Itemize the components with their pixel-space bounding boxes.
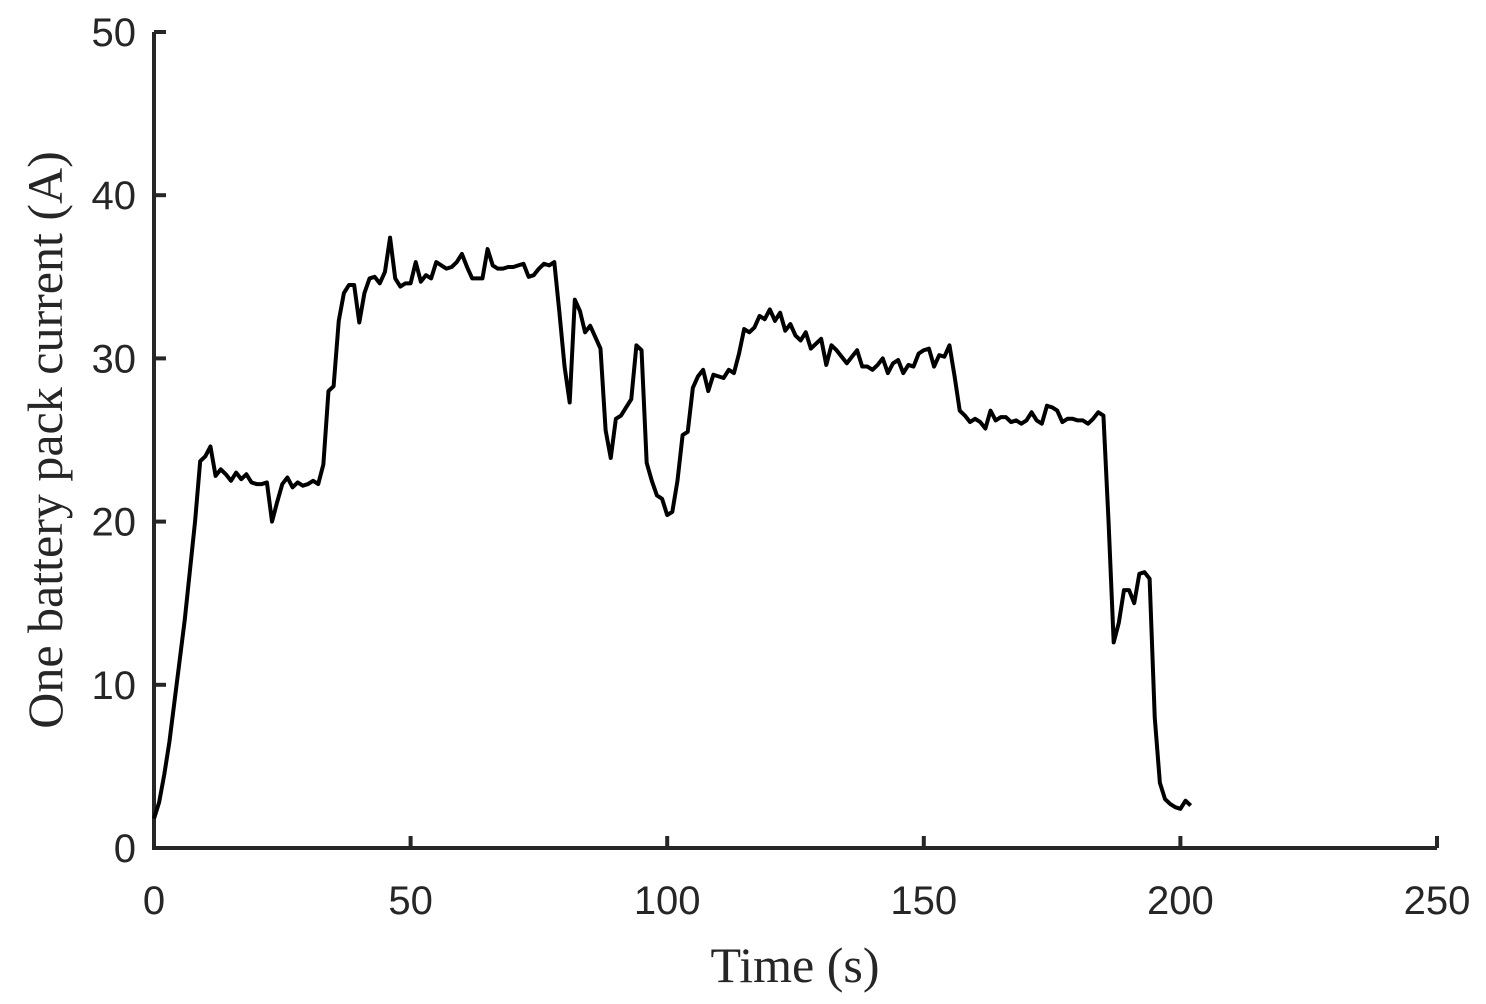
x-tick-label: 100 <box>634 879 701 923</box>
y-tick-label: 20 <box>92 501 137 545</box>
x-tick-label: 200 <box>1147 879 1214 923</box>
x-tick-label: 250 <box>1404 879 1471 923</box>
y-tick-label: 50 <box>92 11 137 55</box>
y-tick-label: 10 <box>92 664 137 708</box>
y-tick-label: 0 <box>114 827 136 871</box>
data-line <box>152 235 1193 820</box>
x-axis-label: Time (s) <box>710 937 879 993</box>
x-tick-label: 150 <box>890 879 957 923</box>
x-tick-label: 0 <box>143 879 165 923</box>
y-tick-label: 40 <box>92 174 137 218</box>
x-tick-label: 50 <box>388 879 433 923</box>
y-axis-label: One battery pack current (A) <box>17 151 73 729</box>
y-tick-label: 30 <box>92 337 137 381</box>
